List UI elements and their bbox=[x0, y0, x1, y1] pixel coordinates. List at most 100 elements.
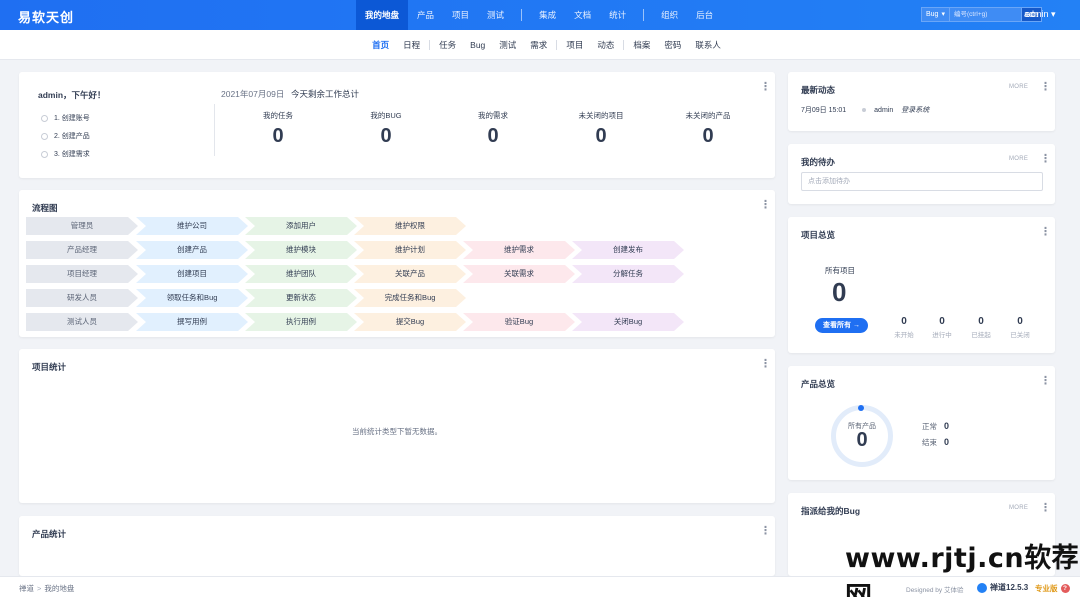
current-date: 2021年07月09日 bbox=[221, 89, 285, 99]
flowchart-panel: 流程图 ⋮ 管理员 维护公司 添加用户 维护权限 产品经理 创建产品 维护模块 维护计划 维护需… bbox=[19, 190, 775, 337]
all-products-value: 0 bbox=[856, 429, 868, 451]
subnav-testcase[interactable]: 测试 bbox=[499, 39, 517, 50]
flow-step[interactable]: 关联产品 bbox=[354, 265, 466, 283]
footer: 禅道 > 我的地盘 Designed by 艾体验 禅道12.5.3 专业版? bbox=[0, 576, 1080, 597]
more-vert-icon[interactable]: ⋮ bbox=[760, 358, 771, 370]
project-stat-suspended[interactable]: 0 已挂起 bbox=[963, 316, 999, 339]
version-link[interactable]: 禅道12.5.3 bbox=[977, 582, 1028, 593]
subnav-bug[interactable]: Bug bbox=[470, 39, 486, 50]
breadcrumb-root[interactable]: 禅道 bbox=[19, 584, 34, 593]
more-vert-icon[interactable]: ⋮ bbox=[760, 81, 771, 93]
project-overview-panel: 项目总览 ⋮ 所有项目 0 查看所有 → 0 未开始 0 进行中 0 已挂起 0 已关闭 bbox=[788, 217, 1055, 353]
flow-step[interactable]: 创建产品 bbox=[136, 241, 248, 259]
search-type-select[interactable]: Bug ▾ bbox=[921, 7, 950, 22]
more-link[interactable]: MORE bbox=[1009, 156, 1029, 162]
more-vert-icon[interactable]: ⋮ bbox=[1040, 81, 1051, 93]
brand-logo[interactable]: 易软天创 bbox=[18, 10, 75, 25]
flow-step[interactable]: 执行用例 bbox=[245, 313, 357, 331]
more-vert-icon[interactable]: ⋮ bbox=[1040, 226, 1051, 238]
stat-open-products[interactable]: 未关闭的产品 0 bbox=[668, 110, 748, 148]
circle-icon bbox=[41, 114, 48, 122]
activity-item[interactable]: 7月09日 15:01 admin 登录系统 bbox=[801, 105, 929, 115]
subnav-calendar[interactable]: 日程 bbox=[403, 39, 421, 50]
panel-divider bbox=[214, 104, 215, 156]
nav-company[interactable]: 组织 bbox=[661, 10, 679, 20]
project-stat-doing[interactable]: 0 进行中 bbox=[924, 316, 960, 339]
flow-step[interactable]: 撰写用例 bbox=[136, 313, 248, 331]
flow-step[interactable]: 关闭Bug bbox=[572, 313, 684, 331]
nav-ci[interactable]: 集成 bbox=[539, 10, 557, 20]
flow-step[interactable]: 完成任务和Bug bbox=[354, 289, 466, 307]
more-vert-icon[interactable]: ⋮ bbox=[760, 199, 771, 211]
latest-activity-panel: 最新动态 MORE ⋮ 7月09日 15:01 admin 登录系统 bbox=[788, 72, 1055, 131]
nav-doc[interactable]: 文档 bbox=[574, 10, 592, 20]
flow-step[interactable]: 维护计划 bbox=[354, 241, 466, 259]
flow-step[interactable]: 关联需求 bbox=[463, 265, 575, 283]
guide-step-create-story[interactable]: 3. 创建需求 bbox=[41, 149, 90, 159]
stat-my-tasks[interactable]: 我的任务 0 bbox=[238, 110, 318, 148]
nav-project[interactable]: 项目 bbox=[452, 10, 470, 20]
flow-step[interactable]: 领取任务和Bug bbox=[136, 289, 248, 307]
all-projects-label: 所有项目 bbox=[825, 266, 855, 275]
more-vert-icon[interactable]: ⋮ bbox=[760, 525, 771, 537]
flow-step[interactable]: 提交Bug bbox=[354, 313, 466, 331]
project-stat-wait[interactable]: 0 未开始 bbox=[886, 316, 922, 339]
search-go-button[interactable]: GO! bbox=[1021, 7, 1043, 22]
search-input[interactable]: 编号(ctrl+g) bbox=[949, 7, 1022, 22]
step-label: 3. 创建需求 bbox=[54, 151, 90, 158]
subnav-home[interactable]: 首页 bbox=[372, 39, 390, 50]
subnav-profile[interactable]: 档案 bbox=[633, 39, 651, 50]
flow-step[interactable]: 维护公司 bbox=[136, 217, 248, 235]
guide-step-create-account[interactable]: 1. 创建账号 bbox=[41, 113, 90, 123]
more-vert-icon[interactable]: ⋮ bbox=[1040, 375, 1051, 387]
stat-my-stories[interactable]: 我的需求 0 bbox=[453, 110, 533, 148]
product-closed-stat[interactable]: 结束 0 bbox=[922, 437, 949, 448]
more-vert-icon[interactable]: ⋮ bbox=[1040, 153, 1051, 165]
all-products-label: 所有产品 bbox=[848, 423, 876, 430]
project-stat-closed[interactable]: 0 已关闭 bbox=[1002, 316, 1038, 339]
flow-step[interactable]: 维护模块 bbox=[245, 241, 357, 259]
flow-step[interactable]: 分解任务 bbox=[572, 265, 684, 283]
flow-step[interactable]: 创建项目 bbox=[136, 265, 248, 283]
nav-my[interactable]: 我的地盘 bbox=[356, 0, 409, 30]
subnav-contacts[interactable]: 联系人 bbox=[695, 39, 721, 50]
subnav-dynamic[interactable]: 动态 bbox=[597, 39, 615, 50]
flow-step[interactable]: 添加用户 bbox=[245, 217, 357, 235]
panel-title: 最新动态 bbox=[801, 85, 836, 95]
help-icon: ? bbox=[1060, 584, 1070, 593]
stat-my-bugs[interactable]: 我的BUG 0 bbox=[346, 110, 426, 148]
flow-step[interactable]: 维护需求 bbox=[463, 241, 575, 259]
subnav-project[interactable]: 项目 bbox=[566, 39, 584, 50]
flow-role: 项目经理 bbox=[26, 265, 138, 283]
nav-admin[interactable]: 后台 bbox=[696, 10, 714, 20]
nav-divider bbox=[643, 9, 645, 21]
ring-marker bbox=[858, 405, 864, 411]
user-name: admin bbox=[1024, 9, 1049, 19]
sub-navbar: 首页 日程 任务 Bug 测试 需求 项目 动态 档案 密码 联系人 bbox=[0, 30, 1080, 60]
flow-step[interactable]: 验证Bug bbox=[463, 313, 575, 331]
user-menu[interactable]: admin ▾ bbox=[1024, 9, 1056, 20]
more-link[interactable]: MORE bbox=[1009, 84, 1029, 90]
subnav-task[interactable]: 任务 bbox=[439, 39, 457, 50]
nav-test[interactable]: 测试 bbox=[487, 10, 505, 20]
breadcrumb-current[interactable]: 我的地盘 bbox=[44, 584, 75, 593]
more-link[interactable]: MORE bbox=[1009, 505, 1029, 511]
guide-step-create-product[interactable]: 2. 创建产品 bbox=[41, 131, 90, 141]
edition-link[interactable]: 专业版? bbox=[1035, 583, 1070, 594]
flow-step[interactable]: 维护权限 bbox=[354, 217, 466, 235]
more-vert-icon[interactable]: ⋮ bbox=[1040, 502, 1051, 514]
subnav-password[interactable]: 密码 bbox=[664, 39, 682, 50]
nav-divider bbox=[521, 9, 523, 21]
todo-input[interactable]: 点击添加待办 bbox=[801, 172, 1043, 191]
stat-open-projects[interactable]: 未关闭的项目 0 bbox=[561, 110, 641, 148]
stat-value: 0 bbox=[702, 125, 714, 147]
flow-step[interactable]: 更新状态 bbox=[245, 289, 357, 307]
flow-step[interactable]: 维护团队 bbox=[245, 265, 357, 283]
nav-report[interactable]: 统计 bbox=[609, 10, 627, 20]
view-all-button[interactable]: 查看所有 → bbox=[815, 318, 868, 333]
flow-step[interactable]: 创建发布 bbox=[572, 241, 684, 259]
circle-icon bbox=[41, 132, 48, 140]
subnav-story[interactable]: 需求 bbox=[530, 39, 548, 50]
product-normal-stat[interactable]: 正常 0 bbox=[922, 421, 949, 432]
nav-product[interactable]: 产品 bbox=[417, 10, 435, 20]
